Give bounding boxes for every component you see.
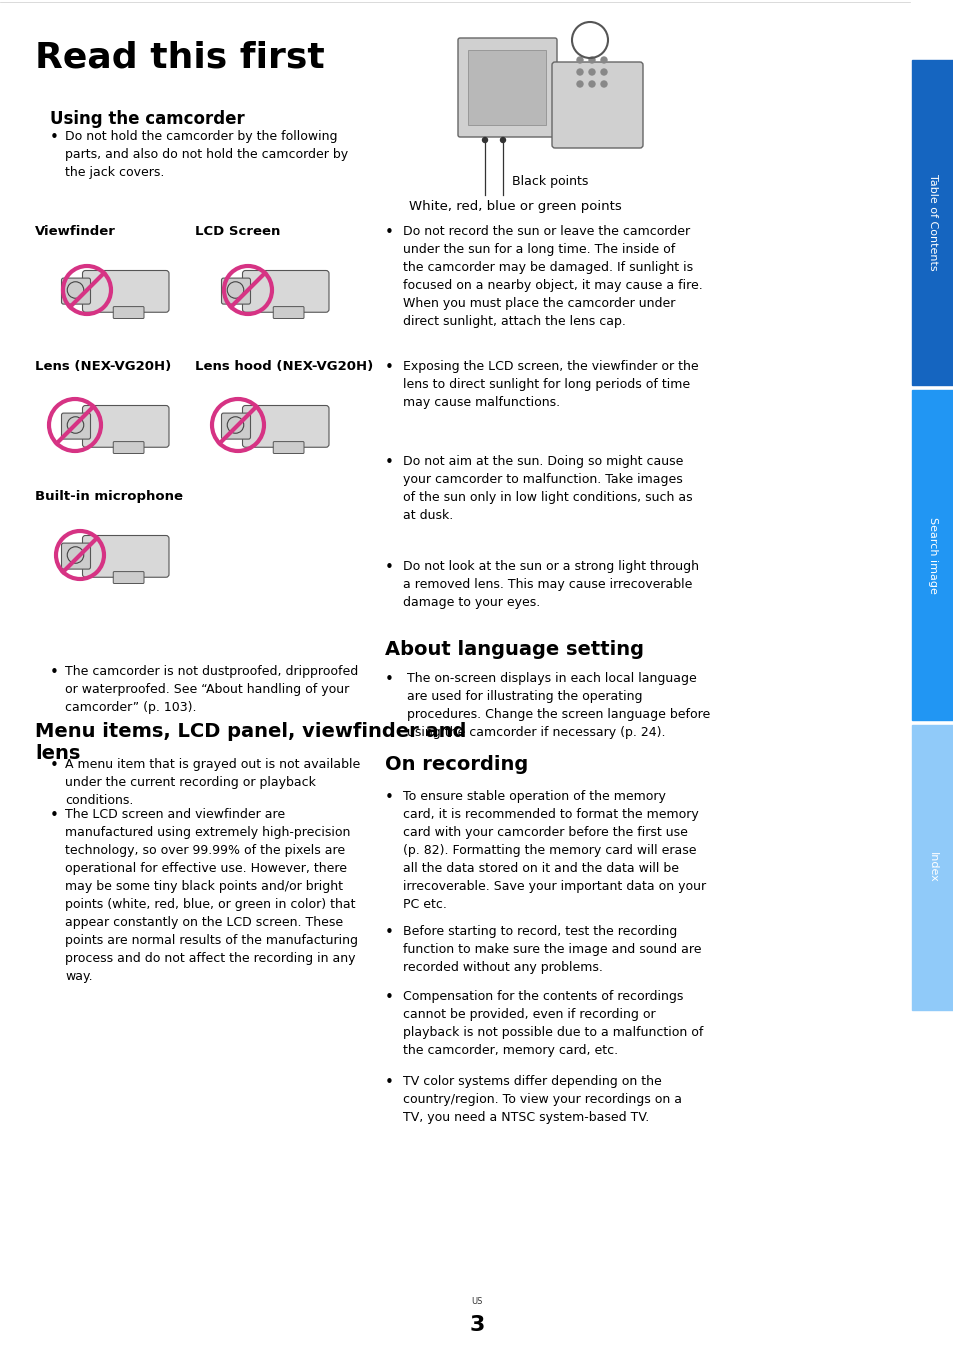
Text: •: •: [385, 455, 394, 470]
Text: •: •: [385, 225, 394, 240]
Text: Lens hood (NEX-VG20H): Lens hood (NEX-VG20H): [194, 360, 373, 373]
Bar: [911, 60, 953, 385]
Circle shape: [577, 69, 582, 75]
Text: Lens (NEX-VG20H): Lens (NEX-VG20H): [35, 360, 172, 373]
Text: •: •: [385, 925, 394, 940]
FancyBboxPatch shape: [552, 62, 642, 148]
FancyBboxPatch shape: [221, 413, 251, 440]
Text: LCD Screen: LCD Screen: [194, 225, 280, 237]
Text: •: •: [385, 672, 394, 687]
Text: Black points: Black points: [511, 175, 588, 189]
Circle shape: [588, 69, 595, 75]
Text: •: •: [385, 1075, 394, 1090]
Text: Compensation for the contents of recordings
cannot be provided, even if recordin: Compensation for the contents of recordi…: [402, 991, 702, 1057]
Text: Search image: Search image: [927, 517, 937, 593]
FancyBboxPatch shape: [242, 406, 329, 448]
Text: White, red, blue or green points: White, red, blue or green points: [408, 199, 620, 213]
Text: US: US: [471, 1297, 482, 1305]
Text: Menu items, LCD panel, viewfinder and
lens: Menu items, LCD panel, viewfinder and le…: [35, 722, 466, 763]
Text: A menu item that is grayed out is not available
under the current recording or p: A menu item that is grayed out is not av…: [65, 759, 360, 807]
Bar: [911, 389, 953, 721]
Text: The on-screen displays in each local language
are used for illustrating the oper: The on-screen displays in each local lan…: [407, 672, 709, 740]
Circle shape: [482, 137, 487, 142]
FancyBboxPatch shape: [82, 536, 169, 577]
FancyBboxPatch shape: [242, 270, 329, 312]
FancyBboxPatch shape: [113, 441, 144, 453]
Text: •: •: [50, 759, 59, 773]
Text: Do not look at the sun or a strong light through
a removed lens. This may cause : Do not look at the sun or a strong light…: [402, 560, 699, 609]
Text: •: •: [385, 991, 394, 1006]
Circle shape: [588, 81, 595, 87]
Text: To ensure stable operation of the memory
card, it is recommended to format the m: To ensure stable operation of the memory…: [402, 790, 705, 911]
Text: Viewfinder: Viewfinder: [35, 225, 115, 237]
Text: Table of Contents: Table of Contents: [927, 174, 937, 271]
Circle shape: [577, 81, 582, 87]
Text: •: •: [385, 790, 394, 805]
Text: The LCD screen and viewfinder are
manufactured using extremely high-precision
te: The LCD screen and viewfinder are manufa…: [65, 807, 357, 982]
FancyBboxPatch shape: [273, 441, 304, 453]
Circle shape: [600, 57, 606, 62]
Text: •: •: [50, 130, 59, 145]
Circle shape: [600, 69, 606, 75]
Text: On recording: On recording: [385, 754, 528, 773]
Text: Do not record the sun or leave the camcorder
under the sun for a long time. The : Do not record the sun or leave the camco…: [402, 225, 702, 328]
Text: Do not aim at the sun. Doing so might cause
your camcorder to malfunction. Take : Do not aim at the sun. Doing so might ca…: [402, 455, 692, 522]
Circle shape: [588, 57, 595, 62]
Text: Built-in microphone: Built-in microphone: [35, 490, 183, 503]
Text: Exposing the LCD screen, the viewfinder or the
lens to direct sunlight for long : Exposing the LCD screen, the viewfinder …: [402, 360, 698, 408]
FancyBboxPatch shape: [457, 38, 557, 137]
FancyBboxPatch shape: [221, 278, 251, 304]
FancyBboxPatch shape: [273, 307, 304, 319]
Text: The camcorder is not dustproofed, dripproofed
or waterproofed. See “About handli: The camcorder is not dustproofed, drippr…: [65, 665, 358, 714]
Text: •: •: [50, 665, 59, 680]
Text: Read this first: Read this first: [35, 39, 324, 75]
FancyBboxPatch shape: [61, 278, 91, 304]
Text: Do not hold the camcorder by the following
parts, and also do not hold the camco: Do not hold the camcorder by the followi…: [65, 130, 348, 179]
Text: Index: Index: [927, 852, 937, 883]
FancyBboxPatch shape: [82, 406, 169, 448]
Text: 3: 3: [469, 1315, 484, 1335]
Text: About language setting: About language setting: [385, 641, 643, 660]
Text: Before starting to record, test the recording
function to make sure the image an: Before starting to record, test the reco…: [402, 925, 700, 974]
Text: •: •: [385, 560, 394, 575]
FancyBboxPatch shape: [82, 270, 169, 312]
Text: •: •: [385, 360, 394, 375]
Text: Using the camcorder: Using the camcorder: [50, 110, 245, 128]
Circle shape: [600, 81, 606, 87]
Text: •: •: [50, 807, 59, 822]
FancyBboxPatch shape: [468, 50, 545, 125]
FancyBboxPatch shape: [113, 307, 144, 319]
Circle shape: [500, 137, 505, 142]
Circle shape: [577, 57, 582, 62]
FancyBboxPatch shape: [113, 571, 144, 584]
FancyBboxPatch shape: [61, 413, 91, 440]
Text: TV color systems differ depending on the
country/region. To view your recordings: TV color systems differ depending on the…: [402, 1075, 681, 1124]
FancyBboxPatch shape: [61, 543, 91, 569]
Bar: [911, 725, 953, 1010]
